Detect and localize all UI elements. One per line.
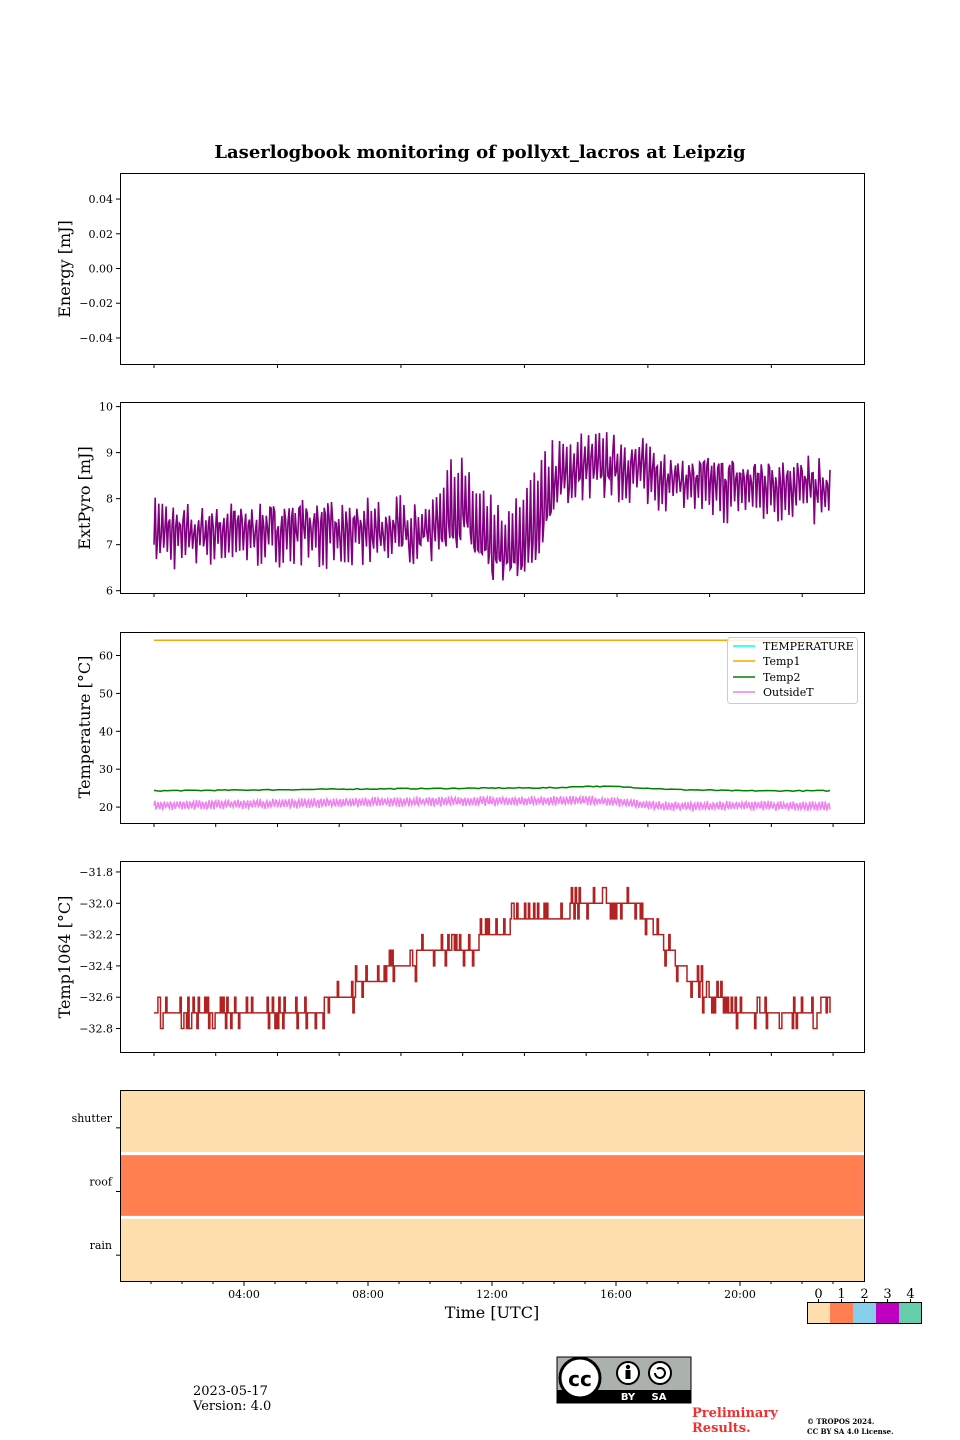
extpyro-plot [153, 432, 831, 581]
colorbar-tick-label: 3 [883, 1287, 891, 1302]
colorbar-tick-label: 1 [837, 1287, 845, 1302]
y-tick-label: −32.6 [79, 991, 113, 1004]
status-axes-frame [120, 1090, 865, 1282]
legend-label-outsidet: OutsideT [763, 686, 814, 699]
y-tick-label: −32.0 [79, 897, 113, 910]
colorbar-swatch-2 [853, 1302, 876, 1324]
y-tick-label: 8 [106, 493, 113, 506]
temperature-plot [153, 639, 831, 813]
by-icon-head [625, 1364, 631, 1370]
energy-yticks: 0.04 0.02 0.00 −0.02 −0.04 [79, 193, 120, 345]
version-label: Version: 4.0 [193, 1399, 272, 1414]
temperature-panel: Temperature [°C] 60 50 40 30 20 TEMPERATURE … [75, 632, 865, 827]
x-tick-label: 04:00 [228, 1288, 260, 1301]
preliminary-line-2: Results. [692, 1421, 751, 1436]
legend-label-temp1: Temp1 [763, 655, 800, 668]
extpyro-yticks: 10 9 8 7 6 [99, 401, 120, 598]
status-cell-rain [120, 1217, 864, 1281]
temperature-series-outsidet [153, 794, 831, 813]
y-tick-label: −31.8 [79, 866, 113, 879]
y-tick-label: 0.00 [89, 263, 114, 276]
legend-label-temp2: Temp2 [763, 671, 800, 684]
colorbar-swatch-0 [807, 1302, 830, 1324]
colorbar-swatch-3 [876, 1302, 899, 1324]
extpyro-panel: ExtPyro [mJ] 10 9 8 7 6 [75, 401, 865, 598]
x-tick-label: 12:00 [476, 1288, 508, 1301]
extpyro-ylabel: ExtPyro [mJ] [75, 446, 94, 549]
y-tick-label: 20 [99, 801, 113, 814]
x-tick-label: 16:00 [600, 1288, 632, 1301]
row-label-roof: roof [89, 1176, 113, 1189]
row-label-shutter: shutter [72, 1112, 113, 1125]
by-icon-body [625, 1370, 631, 1379]
sa-icon-arrow [654, 1367, 666, 1379]
extpyro-series-line [153, 432, 831, 581]
preliminary-results-note: Preliminary Results. [692, 1406, 778, 1436]
cc-logo-icon [558, 1356, 602, 1400]
temp1064-series-line [154, 886, 831, 1030]
badge-by-label: BY [621, 1392, 636, 1403]
y-tick-label: 7 [106, 539, 113, 552]
sa-sharealike-icon [648, 1361, 672, 1385]
y-tick-label: 0.02 [89, 228, 114, 241]
copyright-note: © TROPOS 2024. CC BY SA 4.0 License. [807, 1417, 894, 1437]
cc-logo-text: cc [568, 1367, 592, 1391]
status-cell-shutter [120, 1090, 864, 1154]
copyright-line-1: © TROPOS 2024. [807, 1417, 875, 1426]
y-tick-label: 40 [99, 725, 113, 738]
y-tick-label: 0.04 [89, 193, 114, 206]
status-heatmap [120, 1090, 864, 1281]
date-label: 2023-05-17 [193, 1384, 268, 1399]
run-info: 2023-05-17 Version: 4.0 [193, 1384, 271, 1414]
temp1064-plot [154, 886, 831, 1030]
badge-sa-label: SA [652, 1392, 667, 1403]
x-axis-label: Time [UTC] [445, 1303, 539, 1322]
colorbar-swatch-4 [899, 1302, 922, 1324]
status-cell-roof [120, 1153, 864, 1218]
legend-label-temperature: TEMPERATURE [763, 640, 854, 653]
cc-by-sa-license-badge: cc BY SA [556, 1356, 692, 1404]
energy-axes-frame [120, 173, 865, 365]
y-tick-label: −32.2 [79, 929, 113, 942]
y-tick-label: 10 [99, 401, 113, 414]
y-tick-label: 6 [106, 585, 113, 598]
status-row-labels: shutter roof rain [72, 1112, 120, 1256]
y-tick-label: −0.02 [79, 297, 113, 310]
preliminary-line-1: Preliminary [692, 1406, 778, 1421]
extpyro-axes-frame [120, 402, 865, 594]
energy-panel: Energy [mJ] 0.04 0.02 0.00 −0.02 −0.04 [55, 173, 865, 368]
colorbar-tick-label: 4 [906, 1287, 914, 1302]
colorbar-swatch-1 [830, 1302, 853, 1324]
y-tick-label: −32.4 [79, 960, 113, 973]
colorbar-tick-label: 2 [860, 1287, 868, 1302]
y-tick-label: −0.04 [79, 332, 113, 345]
temperature-yticks: 60 50 40 30 20 [99, 649, 120, 814]
copyright-line-2: CC BY SA 4.0 License. [807, 1427, 894, 1436]
legend-box [727, 637, 858, 704]
y-tick-label: 9 [106, 447, 113, 460]
energy-ylabel: Energy [mJ] [55, 220, 74, 318]
row-label-rain: rain [90, 1239, 112, 1252]
temp1064-panel: Temp1064 [°C] −31.8−32.0−32.2−32.4−32.6−… [55, 861, 865, 1056]
temperature-axes-frame [120, 632, 865, 824]
x-tick-label: 08:00 [352, 1288, 384, 1301]
status-panel: shutter roof rain 04:00 08:00 12:00 16:00 20:0… [72, 1090, 865, 1322]
y-tick-label: 60 [99, 649, 113, 662]
y-tick-label: 50 [99, 687, 113, 700]
x-tick-label: 20:00 [724, 1288, 756, 1301]
temperature-ylabel: Temperature [°C] [75, 656, 94, 799]
temp1064-yticks: −31.8 −32.0 −32.2 −32.4 −32.6 −32.8 [79, 866, 120, 1036]
y-tick-label: −32.8 [79, 1023, 113, 1036]
colorbar-frame [807, 1302, 922, 1324]
figure-title: Laserlogbook monitoring of pollyxt_lacro… [214, 142, 746, 163]
temp1064-axes-frame [120, 861, 865, 1053]
colorbar-tick-label: 0 [814, 1287, 822, 1302]
temperature-series-temp2 [153, 785, 831, 793]
status-xticks: 04:00 08:00 12:00 16:00 20:00 [150, 1281, 834, 1301]
y-tick-label: 30 [99, 763, 113, 776]
temp1064-ylabel: Temp1064 [°C] [55, 896, 74, 1019]
temperature-legend: TEMPERATURE Temp1 Temp2 OutsideT [727, 637, 858, 704]
